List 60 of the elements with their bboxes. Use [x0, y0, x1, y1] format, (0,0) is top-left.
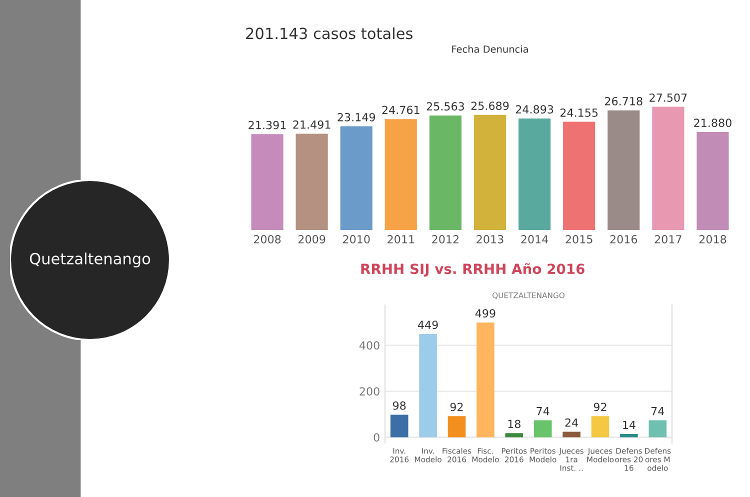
bar — [296, 134, 328, 230]
bar — [251, 134, 284, 230]
bar — [591, 416, 610, 438]
x-tick-label: 2015 — [566, 235, 592, 244]
x-tick-label: 2017 — [654, 235, 682, 244]
data-label: 21.391 — [248, 120, 286, 130]
bar — [340, 126, 372, 230]
data-label: 27.507 — [650, 93, 687, 102]
data-label: 449 — [418, 320, 438, 330]
data-label: 74 — [651, 407, 664, 416]
data-label: 21.491 — [293, 120, 330, 129]
y-tick-label: 0 — [374, 433, 380, 442]
data-label: 499 — [475, 309, 496, 318]
bar — [652, 106, 684, 230]
x-tick-label: 2016 — [610, 235, 638, 244]
bar — [448, 416, 466, 438]
data-label: 92 — [450, 402, 463, 412]
bar — [562, 432, 580, 438]
bar — [390, 414, 408, 438]
y-tick-label: 400 — [359, 341, 380, 350]
data-label: 21.880 — [694, 118, 732, 128]
bar — [505, 433, 524, 438]
data-label: 14 — [623, 420, 636, 429]
data-label: 25.689 — [471, 102, 509, 110]
data-label: 98 — [392, 401, 406, 410]
bar — [419, 334, 437, 438]
data-label: 25.563 — [426, 102, 464, 111]
bar — [474, 114, 506, 230]
data-label: 26.718 — [605, 96, 642, 106]
bar — [620, 434, 638, 438]
data-label: 24.893 — [516, 105, 554, 114]
data-label: 24 — [565, 418, 578, 427]
data-label: 24.155 — [560, 108, 598, 117]
y-tick-label: 200 — [360, 387, 380, 396]
text: Quetzaltenango — [30, 252, 150, 268]
data-label: 18 — [508, 420, 520, 428]
data-label: 24.761 — [382, 106, 420, 114]
bar — [534, 420, 552, 438]
chart-title: RRHH SIJ vs. RRHH Año 2016 — [361, 263, 584, 277]
x-tick-label: 2018 — [699, 235, 726, 244]
data-label: 92 — [594, 402, 606, 412]
bar — [384, 119, 417, 230]
bar — [429, 115, 462, 230]
x-tick-label: 2009 — [298, 235, 326, 244]
bar — [476, 322, 494, 438]
chart-subtitle: Fecha Denuncia — [452, 45, 528, 53]
x-tick-label: 2010 — [343, 235, 370, 244]
bar — [518, 118, 551, 230]
bar — [648, 420, 667, 438]
bar — [608, 110, 640, 230]
bar — [563, 122, 596, 230]
data-label: 23.149 — [338, 112, 376, 122]
data-label: 74 — [536, 407, 550, 416]
chart-title: 201.143 casos totales — [246, 27, 412, 40]
x-tick-label: 2008 — [254, 235, 281, 244]
x-tick-label: 2014 — [521, 235, 548, 244]
x-tick-label: 2011 — [388, 235, 414, 244]
x-tick-label: 2012 — [432, 235, 458, 244]
x-tick-label: 2013 — [476, 235, 504, 244]
bar — [696, 132, 729, 230]
